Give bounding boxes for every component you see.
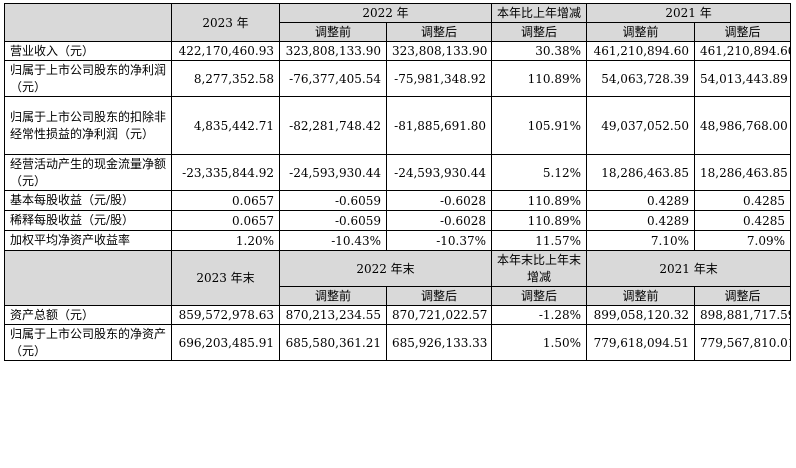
cell-value: 779,567,810.01 — [694, 324, 792, 361]
header-corner-cell — [4, 3, 172, 42]
row-label: 归属于上市公司股东的扣除非经常性损益的净利润（元） — [4, 96, 172, 155]
row-label: 加权平均净资产收益率 — [4, 230, 172, 251]
subheader-cell: 调整后 — [491, 22, 588, 42]
subheader-cell: 调整后 — [385, 22, 493, 42]
cell-value: 859,572,978.63 — [171, 305, 280, 325]
cell-value: 461,210,894.60 — [586, 41, 696, 61]
header-year-2021: 2021 年 — [586, 3, 792, 23]
cell-value: -0.6059 — [279, 210, 387, 231]
header-year-end-2023: 2023 年末 — [171, 250, 280, 306]
header-year-end-2022: 2022 年末 — [278, 250, 493, 287]
cell-value: 779,618,094.51 — [586, 324, 696, 361]
header-change-end: 本年末比上年末增减 — [491, 250, 588, 287]
row-label: 经营活动产生的现金流量净额（元） — [4, 154, 172, 191]
header-row-2: 调整前 调整后 调整后 调整前 调整后 — [5, 22, 792, 42]
cell-value: 323,808,133.90 — [385, 41, 493, 61]
cell-value: 11.57% — [491, 230, 588, 251]
row-label: 归属于上市公司股东的净利润（元） — [4, 60, 172, 97]
cell-value: 685,580,361.21 — [279, 324, 387, 361]
subheader-cell: 调整前 — [586, 286, 696, 306]
cell-value: 18,286,463.85 — [694, 154, 792, 191]
cell-value: -1.28% — [491, 305, 588, 325]
subheader-cell: 调整前 — [279, 22, 387, 42]
cell-value: -0.6028 — [385, 190, 493, 211]
cell-value: 0.4289 — [586, 190, 696, 211]
cell-value: 48,986,768.00 — [694, 96, 792, 155]
cell-value: 0.4289 — [586, 210, 696, 231]
subheader-cell: 调整后 — [491, 286, 588, 306]
table-row: 营业收入（元） 422,170,460.93 323,808,133.90 32… — [4, 41, 792, 61]
cell-value: -23,335,844.92 — [171, 154, 280, 191]
cell-value: 870,213,234.55 — [279, 305, 387, 325]
header-year-2023: 2023 年 — [171, 3, 280, 42]
cell-value: -76,377,405.54 — [279, 60, 387, 97]
table-row: 经营活动产生的现金流量净额（元） -23,335,844.92 -24,593,… — [4, 154, 792, 191]
cell-value: -81,885,691.80 — [385, 96, 493, 155]
subheader-cell: 调整后 — [694, 22, 792, 42]
cell-value: 8,277,352.58 — [171, 60, 280, 97]
header-year-end-2021: 2021 年末 — [586, 250, 792, 287]
header-row-1: 2023 年 2022 年 本年比上年增减 2021 年 — [4, 3, 792, 42]
cell-value: 870,721,022.57 — [385, 305, 493, 325]
cell-value: 54,063,728.39 — [586, 60, 696, 97]
table-row: 归属于上市公司股东的净资产（元） 696,203,485.91 685,580,… — [4, 324, 792, 361]
header-row-3: 2023 年末 2022 年末 本年末比上年末增减 2021 年末 — [4, 250, 792, 306]
cell-value: 105.91% — [491, 96, 588, 155]
table-row: 资产总额（元） 859,572,978.63 870,213,234.55 87… — [4, 305, 792, 325]
cell-value: -24,593,930.44 — [385, 154, 493, 191]
row-label: 资产总额（元） — [4, 305, 172, 325]
subheader-cell: 调整前 — [586, 22, 696, 42]
cell-value: 30.38% — [491, 41, 588, 61]
cell-value: -82,281,748.42 — [279, 96, 387, 155]
cell-value: 0.0657 — [171, 190, 280, 211]
row-label: 基本每股收益（元/股） — [4, 190, 172, 211]
cell-value: 4,835,442.71 — [171, 96, 280, 155]
cell-value: 685,926,133.33 — [385, 324, 493, 361]
cell-value: -0.6059 — [279, 190, 387, 211]
row-label: 稀释每股收益（元/股） — [4, 210, 172, 231]
header-corner-cell — [4, 250, 172, 306]
table-row: 基本每股收益（元/股） 0.0657 -0.6059 -0.6028 110.8… — [4, 190, 792, 211]
cell-value: -10.43% — [279, 230, 387, 251]
financial-summary-table: 2023 年 2022 年 本年比上年增减 2021 年 调整前 调整后 调整后… — [4, 3, 792, 361]
table-row: 归属于上市公司股东的净利润（元） 8,277,352.58 -76,377,40… — [4, 60, 792, 97]
cell-value: -24,593,930.44 — [279, 154, 387, 191]
cell-value: 7.09% — [694, 230, 792, 251]
cell-value: 0.4285 — [694, 210, 792, 231]
row-label: 归属于上市公司股东的净资产（元） — [4, 324, 172, 361]
cell-value: 1.20% — [171, 230, 280, 251]
cell-value: 49,037,052.50 — [586, 96, 696, 155]
cell-value: 899,058,120.32 — [586, 305, 696, 325]
cell-value: 110.89% — [491, 210, 588, 231]
subheader-cell: 调整后 — [385, 286, 493, 306]
cell-value: 110.89% — [491, 60, 588, 97]
row-label: 营业收入（元） — [4, 41, 172, 61]
table-row: 归属于上市公司股东的扣除非经常性损益的净利润（元） 4,835,442.71 -… — [4, 96, 792, 155]
cell-value: 5.12% — [491, 154, 588, 191]
cell-value: 18,286,463.85 — [586, 154, 696, 191]
header-change: 本年比上年增减 — [491, 3, 588, 23]
cell-value: -75,981,348.92 — [385, 60, 493, 97]
cell-value: 110.89% — [491, 190, 588, 211]
cell-value: -0.6028 — [385, 210, 493, 231]
header-year-2022: 2022 年 — [278, 3, 493, 23]
cell-value: 7.10% — [586, 230, 696, 251]
cell-value: 696,203,485.91 — [171, 324, 280, 361]
cell-value: 0.4285 — [694, 190, 792, 211]
cell-value: 323,808,133.90 — [279, 41, 387, 61]
subheader-cell: 调整后 — [694, 286, 792, 306]
cell-value: 0.0657 — [171, 210, 280, 231]
cell-value: -10.37% — [385, 230, 493, 251]
cell-value: 422,170,460.93 — [171, 41, 280, 61]
cell-value: 54,013,443.89 — [694, 60, 792, 97]
table-row: 稀释每股收益（元/股） 0.0657 -0.6059 -0.6028 110.8… — [4, 210, 792, 231]
cell-value: 1.50% — [491, 324, 588, 361]
cell-value: 898,881,717.59 — [694, 305, 792, 325]
table-row: 加权平均净资产收益率 1.20% -10.43% -10.37% 11.57% … — [4, 230, 792, 251]
cell-value: 461,210,894.60 — [694, 41, 792, 61]
subheader-cell: 调整前 — [279, 286, 387, 306]
